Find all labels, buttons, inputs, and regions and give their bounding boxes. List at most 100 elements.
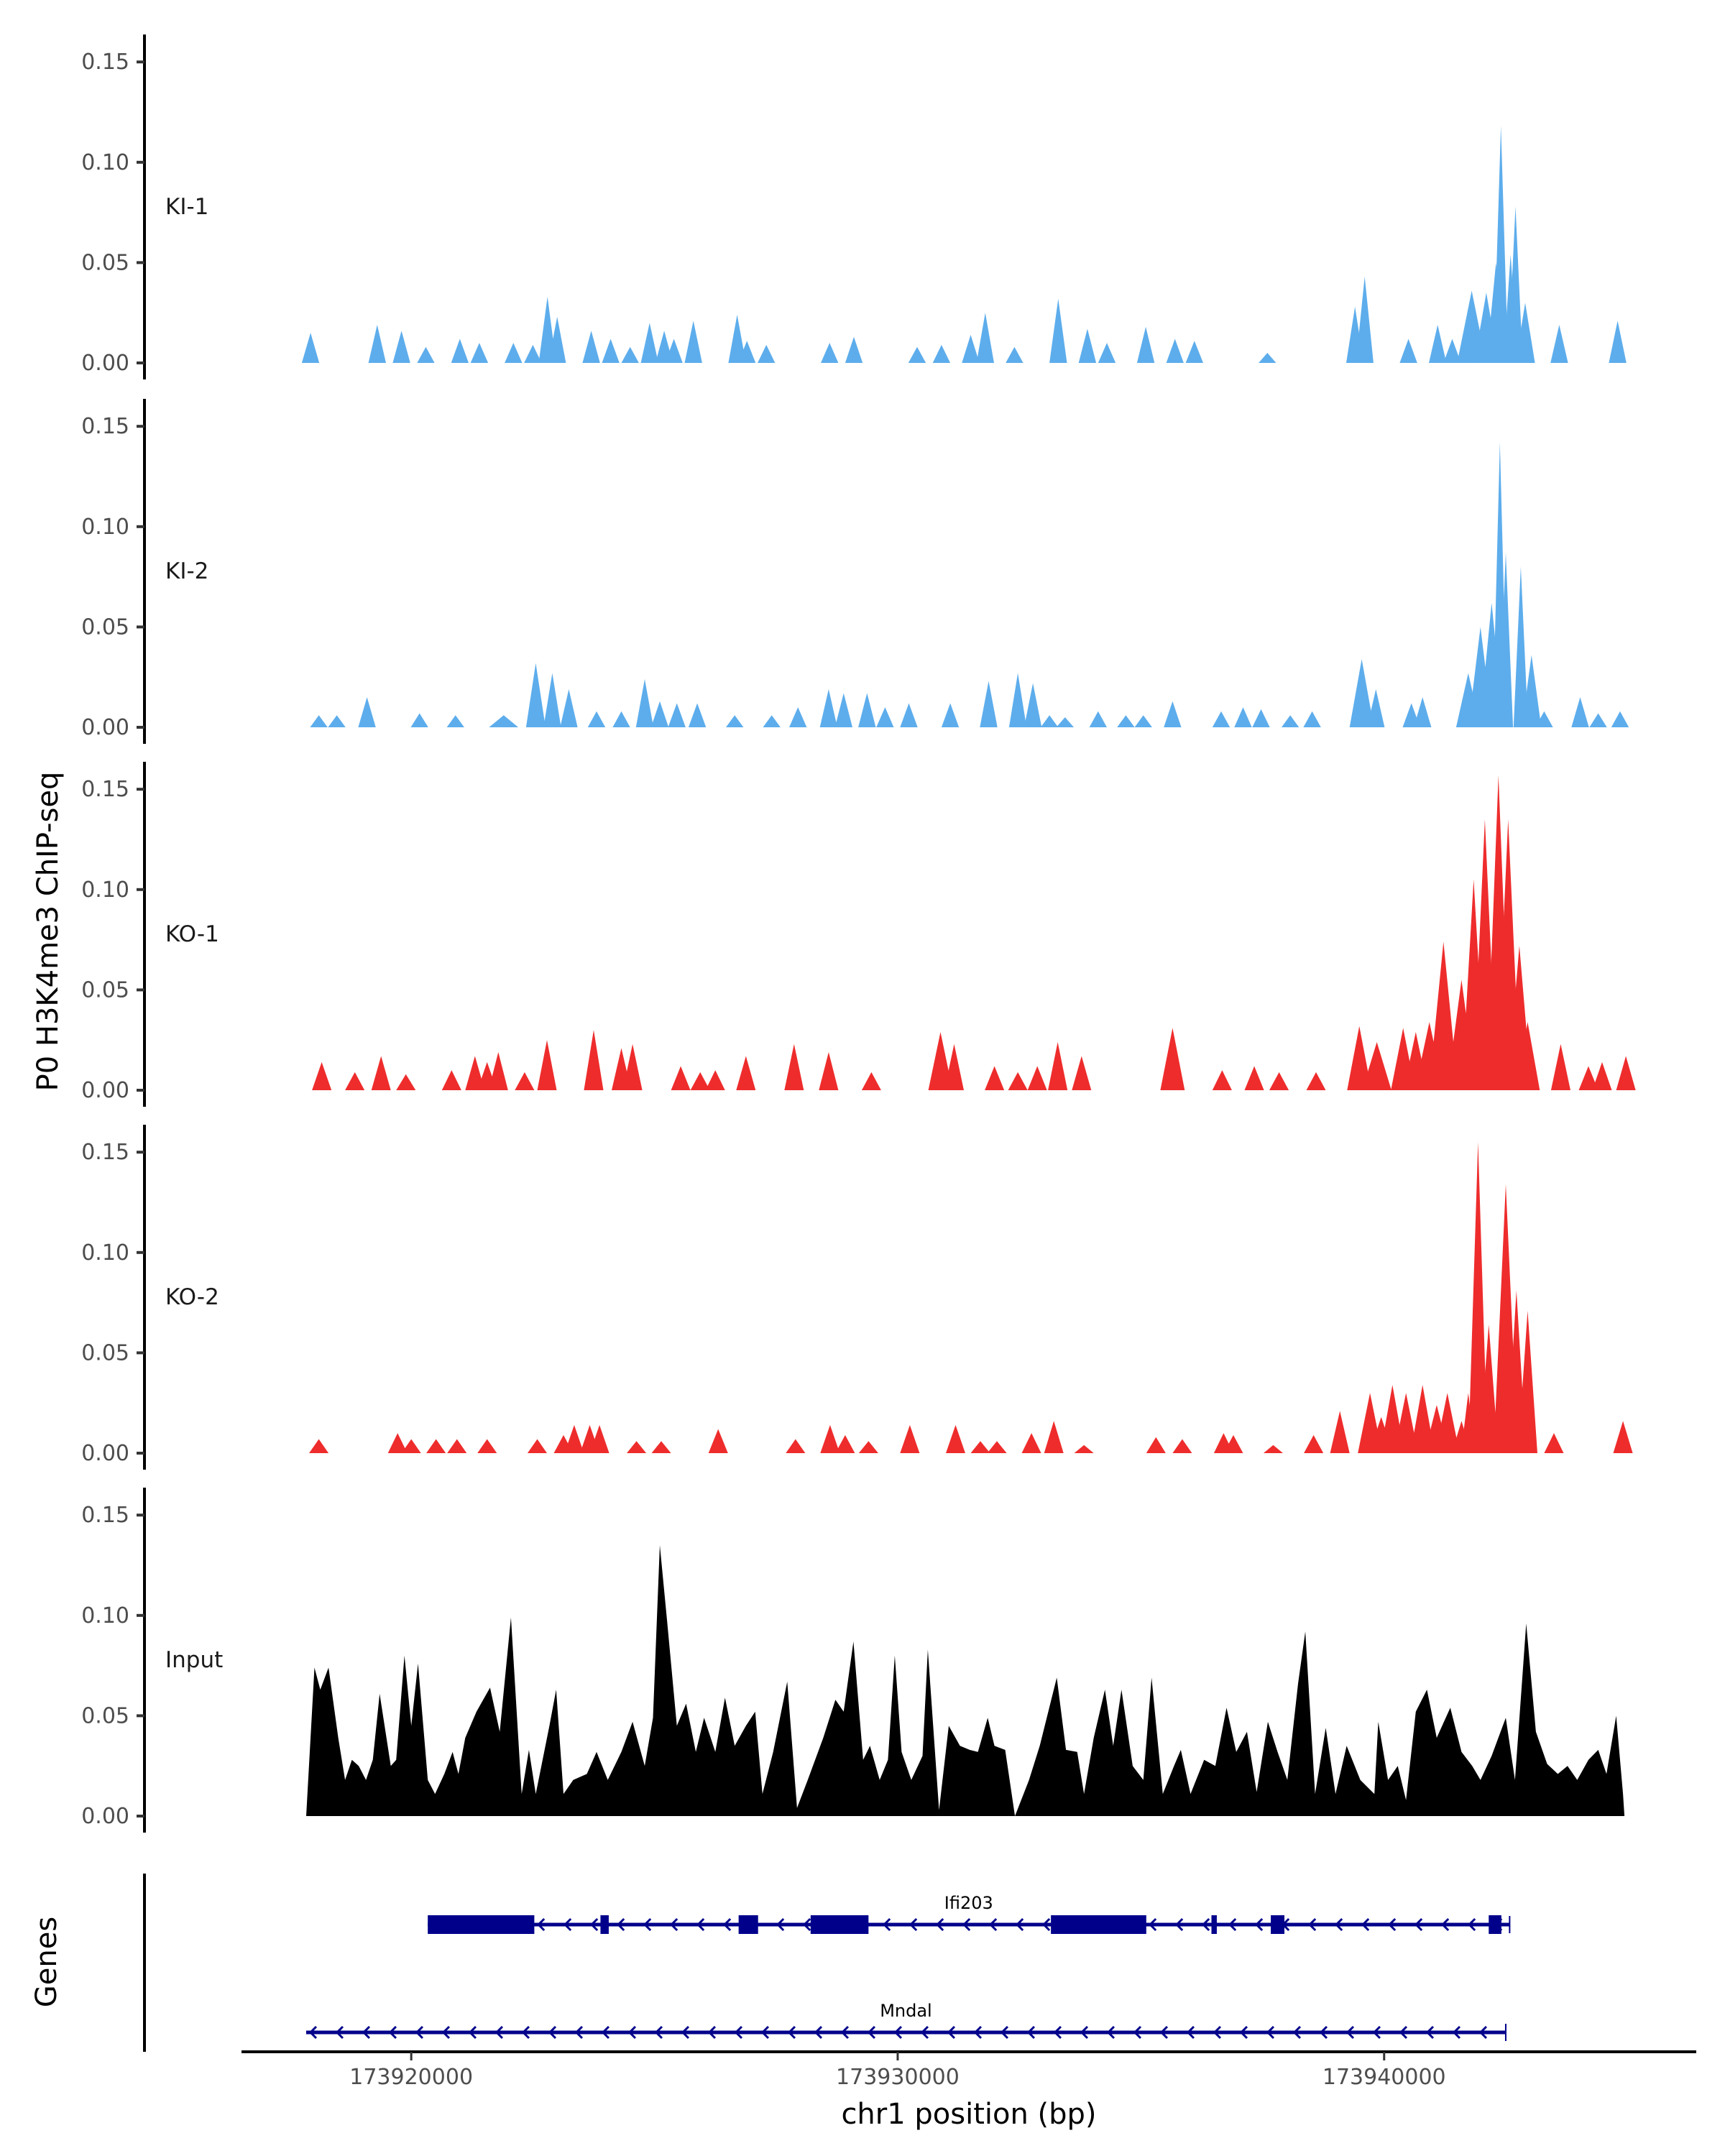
strand-arrow-icon	[1016, 1917, 1024, 1932]
exon	[428, 1915, 535, 1934]
strand-arrow-icon	[947, 2025, 956, 2040]
signal-peak	[1478, 1325, 1499, 1453]
strand-arrow-icon	[335, 2025, 344, 2040]
signal-peak	[582, 331, 600, 363]
signal-peak	[1166, 338, 1184, 363]
strand-arrow-icon	[1159, 2025, 1169, 2040]
signal-peak	[543, 673, 561, 727]
strand-arrow-icon	[1388, 1917, 1397, 1932]
strand-arrow-icon	[1319, 2025, 1328, 2040]
y-tick-label: 0.10	[81, 877, 129, 903]
y-axis-title: P0 H3K4me3 ChIP-seq	[32, 772, 65, 1092]
signal-peak	[834, 693, 852, 727]
strand-arrow-icon	[776, 1917, 785, 1932]
strand-arrow-icon	[574, 2025, 584, 2040]
strand-arrow-icon	[590, 1917, 599, 1932]
signal-peak	[705, 1070, 725, 1090]
signal-peak	[1282, 715, 1300, 727]
signal-tracks: 0.00 0.05 0.10 0.15 KI-1 0.00 0.05 0.10 0.15 KI-2…	[81, 34, 1636, 1833]
strand-arrow-icon	[723, 1917, 732, 1932]
signal-peak	[1074, 1445, 1094, 1453]
strand-arrow-icon	[1175, 1917, 1184, 1932]
signal-peak	[505, 343, 523, 363]
signal-peak	[1303, 711, 1321, 727]
input-signal-area	[306, 1545, 1625, 1816]
signal-peak	[1330, 1411, 1350, 1453]
signal-peak	[1609, 321, 1627, 363]
signal-area	[302, 126, 1627, 363]
genes-axis-title: Genes	[30, 1917, 63, 2007]
signal-peak	[345, 1072, 365, 1090]
signal-peak	[1117, 715, 1135, 727]
signal-peak	[1347, 1026, 1372, 1090]
signal-peak	[564, 1424, 584, 1453]
signal-peak	[876, 707, 894, 727]
signal-peak	[410, 713, 428, 727]
signal-peak	[1306, 1072, 1326, 1090]
strand-arrow-icon	[973, 2025, 983, 2040]
signal-peak	[1414, 697, 1432, 727]
signal-peak	[1006, 346, 1024, 363]
signal-peak	[987, 1441, 1007, 1453]
strand-arrow-icon	[468, 2025, 477, 2040]
signal-peak	[1078, 328, 1097, 363]
signal-peak	[524, 344, 542, 363]
signal-peak	[1259, 353, 1276, 363]
strand-arrow-icon	[814, 2025, 823, 2040]
signal-peak	[1044, 1421, 1064, 1453]
signal-area	[310, 442, 1629, 727]
signal-peak	[684, 321, 702, 363]
signal-peak	[1356, 276, 1374, 363]
signal-peak	[1146, 1437, 1166, 1453]
strand-arrow-icon	[707, 2025, 717, 2040]
strand-arrow-icon	[1468, 1917, 1476, 1932]
signal-peak	[451, 338, 469, 363]
signal-peak	[708, 1429, 728, 1453]
signal-peak	[358, 697, 376, 727]
signal-peak	[1185, 341, 1203, 363]
signal-peak	[489, 715, 519, 727]
signal-peak	[1535, 711, 1553, 727]
signal-peak	[1513, 566, 1529, 727]
signal-peak	[821, 343, 839, 363]
track-label: KO-2	[165, 1284, 219, 1310]
strand-arrow-icon	[734, 2025, 743, 2040]
signal-peak	[1089, 711, 1107, 727]
signal-peak	[1134, 715, 1152, 727]
signal-peak	[728, 315, 746, 363]
strand-arrow-icon	[1361, 1917, 1370, 1932]
signal-area	[306, 1545, 1625, 1816]
exon	[1271, 1915, 1285, 1934]
signal-peak	[387, 1433, 408, 1453]
signal-peak	[738, 341, 756, 363]
x-axis-title: chr1 position (bp)	[841, 2098, 1096, 2131]
signal-peak	[627, 1441, 647, 1453]
signal-peak	[665, 338, 683, 363]
strand-arrow-icon	[1399, 2025, 1408, 2040]
signal-peak	[858, 693, 876, 727]
signal-peak	[1263, 1445, 1283, 1453]
signal-peak	[371, 1056, 391, 1090]
signal-peak	[726, 715, 744, 727]
signal-peak	[488, 1052, 508, 1090]
strand-arrow-icon	[388, 2025, 397, 2040]
y-tick-label: 0.00	[81, 1804, 129, 1829]
signal-peak	[537, 1040, 557, 1090]
signal-peak	[1589, 713, 1607, 727]
strand-arrow-icon	[696, 1917, 705, 1932]
signal-peak	[525, 663, 546, 727]
strand-arrow-icon	[1372, 2025, 1381, 2040]
signal-peak	[621, 346, 639, 363]
strand-arrow-icon	[415, 2025, 424, 2040]
signal-peak	[784, 1044, 804, 1090]
strand-arrow-icon	[1239, 2025, 1248, 2040]
signal-peak	[928, 1032, 953, 1090]
y-tick-label: 0.15	[81, 1140, 129, 1165]
strand-arrow-icon	[1080, 2025, 1089, 2040]
signal-peak	[527, 1439, 547, 1453]
signal-peak	[302, 333, 320, 363]
strand-arrow-icon	[617, 1917, 625, 1932]
signal-peak	[900, 703, 918, 727]
signal-peak	[1048, 1042, 1068, 1090]
strand-arrow-icon	[1133, 2025, 1142, 2040]
